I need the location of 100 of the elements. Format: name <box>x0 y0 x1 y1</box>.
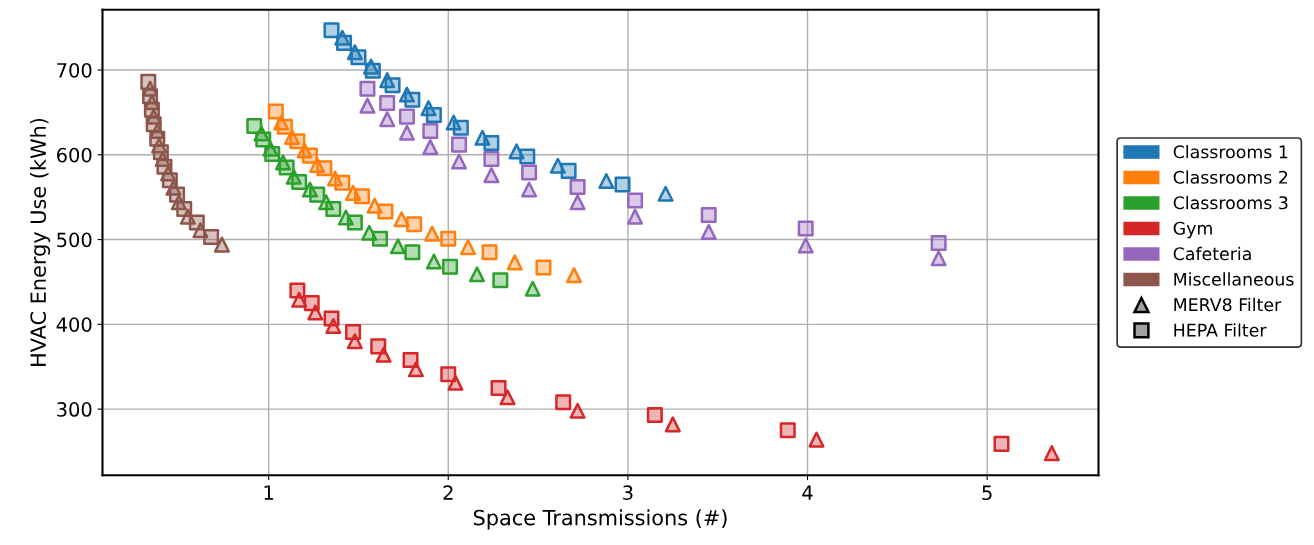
x-tick-label: 4 <box>802 485 813 500</box>
point <box>614 176 631 193</box>
point <box>555 394 572 411</box>
y-tick-label: 700 <box>57 62 92 78</box>
point <box>451 153 468 170</box>
point <box>350 49 367 66</box>
point <box>145 116 162 133</box>
point <box>309 186 326 203</box>
point <box>188 214 205 231</box>
point <box>345 323 362 340</box>
point <box>779 422 796 439</box>
point <box>422 139 439 156</box>
point <box>506 254 523 271</box>
point <box>143 101 160 118</box>
point <box>404 91 421 108</box>
point <box>483 151 500 168</box>
point <box>213 236 230 253</box>
point <box>993 435 1010 452</box>
point <box>169 186 186 203</box>
y-axis-title: HVAC Energy Use (kWh) <box>29 118 51 366</box>
point <box>384 77 401 94</box>
legend-label: Classrooms 1 <box>1173 144 1288 159</box>
point <box>797 237 814 254</box>
point <box>483 167 500 184</box>
x-axis-title: Space Transmissions (#) <box>473 509 727 530</box>
point <box>370 338 387 355</box>
point <box>377 203 394 220</box>
point <box>354 188 371 205</box>
point <box>398 124 415 141</box>
point <box>334 174 351 191</box>
point <box>140 73 157 90</box>
text: HEPA Filter <box>1174 323 1267 337</box>
point <box>398 108 415 125</box>
point <box>161 172 178 189</box>
point <box>646 407 663 424</box>
point <box>246 117 263 134</box>
point <box>930 250 947 267</box>
point <box>627 192 644 209</box>
point <box>808 431 825 448</box>
point <box>569 178 586 196</box>
point <box>379 95 396 112</box>
point <box>323 310 340 327</box>
point <box>176 201 193 218</box>
y-tick-label: 300 <box>57 402 92 417</box>
point <box>657 185 674 202</box>
point <box>267 103 284 120</box>
y-tick-label: 400 <box>56 317 92 332</box>
point <box>481 244 498 261</box>
point <box>451 136 468 153</box>
legend-label: Miscellaneous <box>1174 272 1294 286</box>
x-tick-label: 5 <box>982 485 992 501</box>
point <box>521 181 538 198</box>
point <box>336 34 353 51</box>
point <box>490 379 507 396</box>
point <box>569 402 586 419</box>
point <box>560 162 577 179</box>
point <box>425 253 442 270</box>
legend-label: Cafeteria <box>1173 246 1251 261</box>
point <box>664 416 681 433</box>
point <box>359 80 376 97</box>
point <box>303 295 320 312</box>
point <box>316 160 333 177</box>
point <box>371 230 389 247</box>
point <box>364 62 381 79</box>
point <box>152 144 169 161</box>
point <box>406 216 423 233</box>
point <box>460 239 477 256</box>
point <box>524 280 541 297</box>
point <box>425 106 442 123</box>
x-tick-label: 1 <box>264 485 274 500</box>
y-tick-label: 500 <box>57 232 92 248</box>
point <box>930 234 947 251</box>
point <box>468 266 486 283</box>
point <box>569 194 586 211</box>
point <box>404 244 421 261</box>
point <box>323 22 340 39</box>
point <box>142 88 159 105</box>
point <box>598 173 615 190</box>
legend-label: Classrooms 2 <box>1173 170 1288 184</box>
legend-label: Classrooms 3 <box>1173 195 1288 210</box>
point <box>203 229 220 246</box>
point <box>565 267 583 284</box>
point <box>1043 445 1060 462</box>
point <box>442 258 459 275</box>
point <box>422 123 439 140</box>
point <box>627 208 644 225</box>
point <box>519 148 536 165</box>
y-tick-label: 600 <box>57 147 92 163</box>
point <box>492 272 509 289</box>
x-tick-label: 3 <box>623 485 633 501</box>
point <box>255 131 272 148</box>
point <box>440 230 457 247</box>
point <box>483 134 500 151</box>
point <box>289 282 306 299</box>
text: MERV8 Filter <box>1174 297 1282 312</box>
point <box>389 238 406 255</box>
point <box>291 173 308 190</box>
point <box>700 206 717 223</box>
point <box>276 118 293 135</box>
legend-label: Gym <box>1173 221 1212 239</box>
